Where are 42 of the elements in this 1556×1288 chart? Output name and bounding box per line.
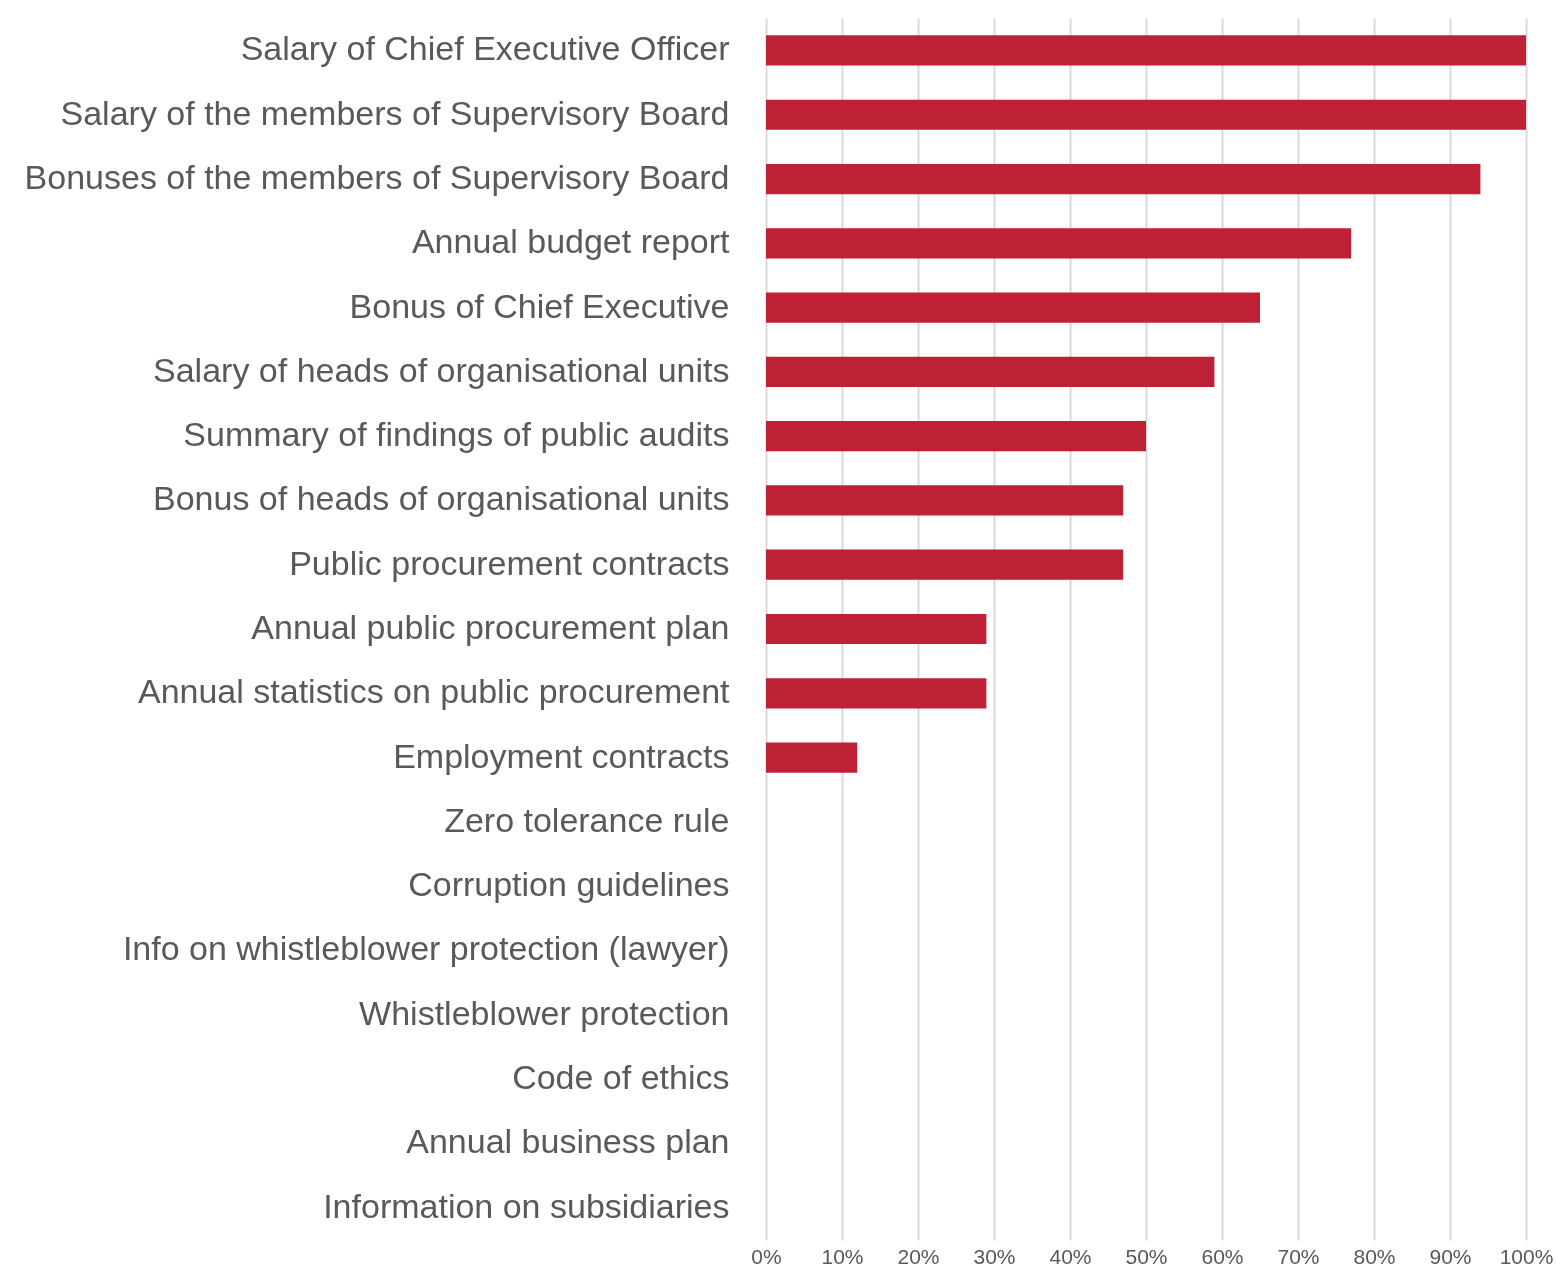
y-tick-label: Info on whistleblower protection (lawyer) [122,929,730,968]
y-tick-label: Information on subsidiaries [323,1186,730,1225]
x-tick-label: 40% [1049,1244,1092,1268]
x-tick-label: 10% [821,1244,864,1268]
y-tick-label: Summary of findings of public audits [183,415,730,454]
bar [766,678,987,709]
y-tick-label: Bonuses of the members of Supervisory Board [24,158,730,197]
y-tick-label: Salary of Chief Executive Officer [240,29,730,68]
x-tick-label: 80% [1353,1244,1396,1268]
x-tick-label: 50% [1125,1244,1168,1268]
bar [766,292,1260,323]
x-tick-label: 0% [751,1244,782,1268]
y-tick-label: Bonus of Chief Executive [349,286,730,325]
y-tick-label: Whistleblower protection [359,993,730,1032]
y-tick-label: Zero tolerance rule [444,800,730,839]
bar [766,549,1124,580]
bar [766,35,1526,66]
y-tick-label: Salary of heads of organisational units [153,350,730,389]
bar [766,356,1215,387]
x-tick-label: 90% [1429,1244,1472,1268]
y-tick-label: Public procurement contracts [289,543,730,582]
y-tick-label: Bonus of heads of organisational units [152,479,730,518]
bar [766,163,1481,195]
bar [766,228,1352,259]
y-tick-label: Annual budget report [411,222,731,261]
y-tick-label: Annual public procurement plan [251,608,730,646]
x-tick-label: 70% [1277,1244,1320,1268]
y-tick-label: Annual business plan [406,1122,730,1161]
bar [766,99,1526,130]
y-tick-label: Annual statistics on public procurement [137,672,731,711]
bar [766,742,858,773]
bar [766,485,1124,516]
x-tick-label: 30% [973,1244,1016,1268]
y-tick-label: Code of ethics [512,1057,730,1096]
y-tick-label: Salary of the members of Supervisory Board [60,93,730,132]
x-tick-label: 100% [1499,1244,1554,1268]
bar [766,613,987,645]
y-tick-label: Corruption guidelines [408,865,730,904]
bar [766,421,1146,452]
x-tick-label: 20% [897,1244,940,1268]
x-tick-label: 60% [1201,1244,1244,1268]
y-tick-label: Employment contracts [393,736,730,775]
